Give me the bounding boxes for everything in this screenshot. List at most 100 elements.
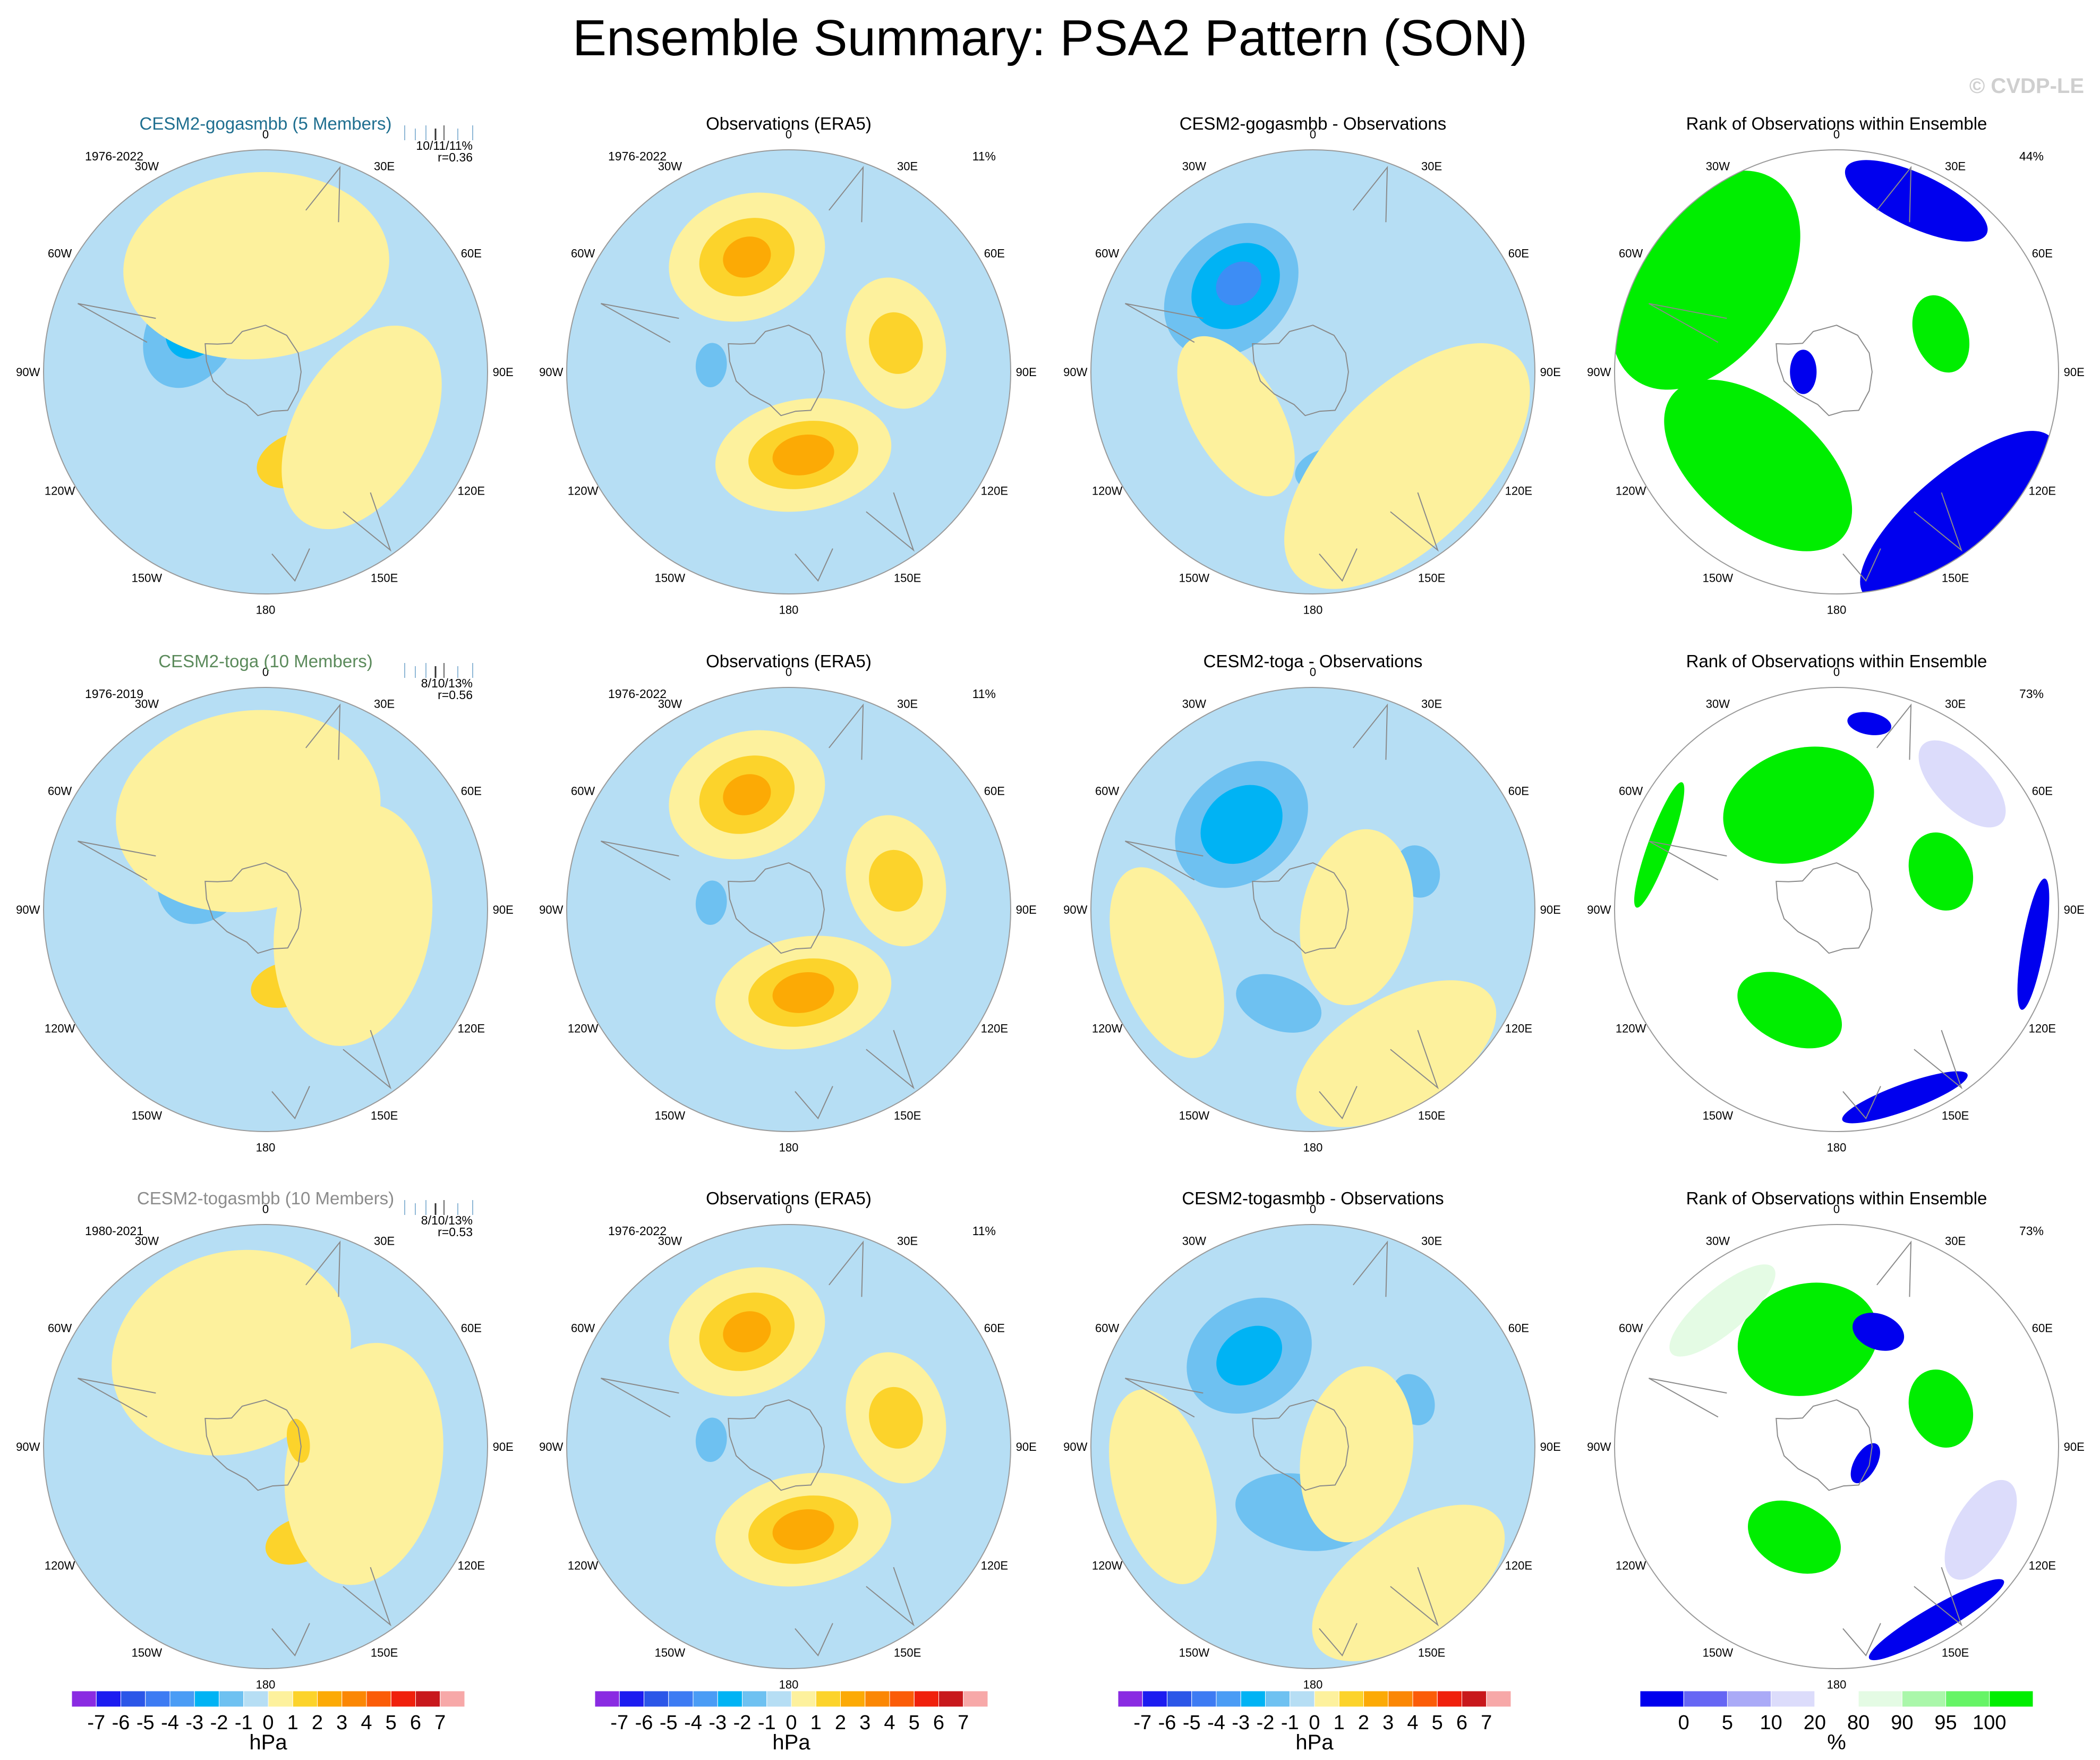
colorbar-swatch [1683,1690,1728,1707]
panel-title: CESM2-gogasmbb (5 Members) [140,114,392,133]
antarctica-outline [204,1399,302,1491]
colorbar-tick-label: 80 [1847,1712,1869,1734]
colorbar-tick-label: 2 [312,1712,323,1734]
longitude-label: 60E [1508,246,1529,260]
field-anomaly-region [286,1418,310,1463]
antarctica-outline [1775,1399,1873,1491]
longitude-label: 150E [1418,1109,1445,1122]
longitude-label: 60W [1095,784,1119,797]
longitude-label: 180 [779,1678,799,1691]
map-border [43,687,488,1132]
field-anomaly-region [1216,1325,1283,1386]
longitude-label: 150E [371,571,398,584]
map-panel: 0 30E 60E 90E 120E 150E 180 150W 120W 90W 60W 30W Ob… [539,1188,1037,1691]
longitude-label: 0 [786,666,792,679]
colorbar-swatch [1989,1690,2034,1707]
colorbar-swatch [865,1690,890,1707]
longitude-label: 30E [374,698,395,711]
coastline [1124,1378,1203,1418]
coastline [1319,548,1358,582]
longitude-label: 30W [1182,698,1206,711]
colorbar-tick-label: 6 [933,1712,944,1734]
coastline [1390,1030,1439,1090]
map-panel: 0 30E 60E 90E 120E 150E 180 150W 120W 90W 60W 30W Ra… [1587,114,2085,616]
antarctica-outline [728,1399,825,1491]
antarctica-outline [1775,862,1873,954]
map-border [1614,687,2059,1132]
field-anomaly-region [1918,740,2006,828]
map-border [1614,149,2059,594]
coastline [795,1623,833,1657]
colorbar-swatch [121,1690,146,1707]
longitude-label: 30W [1706,1235,1730,1248]
longitude-label: 150E [1418,1646,1445,1659]
figure-title: Ensemble Summary: PSA2 Pattern (SON) [573,10,1527,66]
longitude-label: 60W [571,784,595,797]
longitude-label: 90W [1063,1440,1087,1453]
colorbar-swatch [840,1690,866,1707]
colorbar-tick-label: 3 [336,1712,347,1734]
field-anomaly-region [1908,832,1974,911]
antarctica-outline [728,862,825,954]
panel-title: CESM2-togasmbb - Observations [1182,1188,1444,1208]
longitude-label: 90W [539,1440,563,1453]
coastline [600,303,679,343]
longitude-label: 120E [2029,484,2056,498]
colorbar-swatch [317,1690,343,1707]
coastline [600,840,679,881]
panel-years: 1980-2021 [85,1224,143,1238]
panel-correlation: r=0.53 [438,1225,473,1239]
longitude-label: 120W [1092,1022,1123,1035]
watermark: © CVDP-LE [1969,74,2084,98]
antarctica-outline [204,862,302,954]
colorbar-tick-label: -6 [1158,1712,1176,1734]
antarctica-outline [728,325,825,416]
panel-correlation: r=0.36 [438,150,473,164]
longitude-label: 30E [1421,1235,1442,1248]
panel-stats: 73% [2019,1224,2044,1238]
longitude-label: 120W [1616,1022,1646,1035]
longitude-label: 90W [16,903,40,916]
longitude-label: 120W [568,1022,599,1035]
longitude-label: 0 [1310,1203,1316,1216]
colorbar-tick-label: -2 [210,1712,228,1734]
map-panel: 0 30E 60E 90E 120E 150E 180 150W 120W 90W 60W 30W CE… [16,1188,514,1691]
coastline [795,1086,833,1120]
longitude-label: 30E [1945,160,1966,173]
field-anomaly-region [1944,1480,2017,1580]
colorbar-tick-label: 2 [1358,1712,1369,1734]
longitude-label: 90E [493,1440,514,1453]
coastline [343,1030,392,1090]
longitude-label: 120E [981,1559,1008,1572]
field-anomaly-region [1908,1370,1974,1448]
colorbar-swatch [963,1690,988,1707]
longitude-label: 0 [1310,666,1316,679]
longitude-label: 180 [1303,1141,1323,1154]
colorbar-tick-label: -3 [185,1712,203,1734]
longitude-label: 30E [1945,698,1966,711]
field-anomaly-region [284,1342,443,1585]
coastline [1914,1567,1963,1627]
field-anomaly-region [2017,878,2050,1010]
longitude-label: 120W [45,1559,75,1572]
colorbar-tick-label: -7 [610,1712,628,1734]
longitude-label: 120W [45,484,75,498]
longitude-label: 60E [984,784,1005,797]
field-anomaly-region [1737,1282,1878,1396]
field-anomaly-region [1723,746,1874,864]
field-anomaly-region [1300,829,1414,1006]
longitude-label: 120E [458,1022,485,1035]
colorbar-swatch [1814,1690,1859,1707]
longitude-label: 150E [1942,1109,1969,1122]
colorbar-swatch [693,1690,718,1707]
longitude-label: 90E [1540,903,1561,916]
colorbar-swatch [440,1690,465,1707]
field-anomaly-region [1868,1579,2004,1661]
longitude-label: 90E [1016,903,1037,916]
colorbar-tick-label: -7 [87,1712,105,1734]
longitude-label: 30E [897,1235,918,1248]
longitude-label: 150W [655,571,686,584]
panel-title: CESM2-toga (10 Members) [158,651,372,671]
coastline [866,1567,915,1627]
